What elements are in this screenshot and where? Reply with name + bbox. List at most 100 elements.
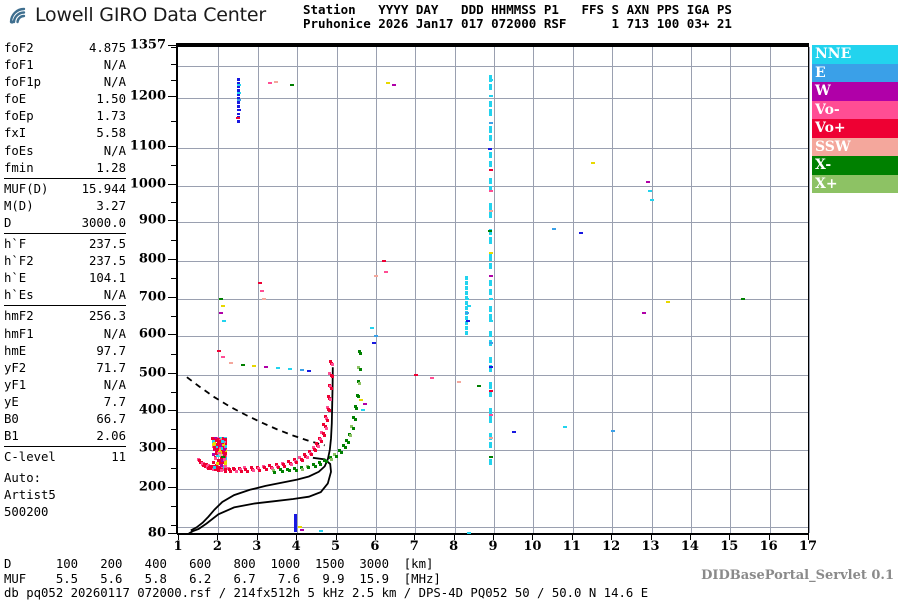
legend-item-vo[interactable]: Vo+ [812, 119, 898, 138]
noise-point [237, 109, 241, 111]
echo-point-ordinary [319, 438, 323, 442]
ionogram-plot[interactable] [177, 45, 810, 535]
interference-streak [236, 81, 240, 85]
echo-point-ordinary [310, 453, 314, 457]
echo-point-spread [221, 460, 225, 464]
legend-item-label: Vo+ [815, 120, 846, 137]
x-axis-label: 12 [602, 539, 621, 554]
noise-point [236, 116, 241, 119]
interference-streak [488, 279, 492, 287]
echo-point-extraordinary [333, 452, 337, 456]
echo-point-ordinary [288, 461, 292, 465]
param-value: 11 [111, 450, 126, 465]
echo-point-extraordinary [299, 465, 303, 469]
echo-point-spread [212, 446, 216, 449]
noise-point [464, 297, 469, 300]
echo-point-ordinary [294, 459, 297, 463]
noise-point [488, 414, 493, 417]
y-axis-minor-tick [171, 391, 177, 393]
auto-line-1: Artist5 [4, 488, 56, 503]
echo-point-extraordinary [272, 468, 275, 472]
legend-item-x[interactable]: X- [812, 156, 898, 175]
param-row-hme: hmE 97.7 [4, 343, 126, 360]
interference-streak [236, 97, 240, 100]
noise-point [512, 431, 517, 434]
y-axis-label: 700 [138, 289, 166, 305]
gridline-vertical [454, 47, 456, 533]
echo-point-spread [222, 442, 226, 446]
legend-item-ssw[interactable]: SSW [812, 137, 898, 156]
noise-point [258, 282, 263, 285]
y-axis-label: 1200 [129, 88, 166, 104]
y-axis-tick [168, 146, 177, 147]
y-axis-minor-tick [171, 63, 177, 65]
legend-item-e[interactable]: E [812, 63, 898, 82]
echo-point-ordinary [238, 468, 242, 472]
echo-point-extraordinary [307, 466, 311, 470]
y-axis-label: 1357 [129, 37, 166, 53]
noise-point [476, 384, 481, 387]
interference-streak [293, 521, 297, 524]
param-value: N/A [103, 326, 126, 341]
bottom-row-muf: MUF 5.5 5.6 5.8 6.2 6.7 7.6 9.9 15.9 [MH… [4, 572, 441, 586]
interference-streak [293, 530, 297, 533]
noise-point [487, 230, 492, 233]
echo-point-extraordinary [323, 458, 327, 462]
plot-right-border [808, 45, 809, 534]
param-row-yf2: yF2 71.7 [4, 360, 126, 377]
legend-item-x[interactable]: X+ [812, 174, 898, 193]
x-axis-label: 8 [449, 539, 459, 554]
echo-point-spread [218, 437, 222, 441]
echo-point-spread [214, 437, 218, 441]
echo-point-ordinary [298, 455, 302, 459]
gridline-horizontal [178, 65, 808, 67]
echo-point-ordinary [268, 464, 272, 468]
echo-point-ordinary [320, 439, 324, 443]
param-row-fxi: fxI 5.58 [4, 125, 126, 142]
y-axis-tick [168, 259, 177, 260]
noise-point [214, 448, 219, 451]
param-row-ye: yE 7.7 [4, 394, 126, 411]
echo-point-extraordinary [342, 444, 346, 448]
interference-streak [488, 416, 492, 423]
echo-point-spread [212, 438, 216, 442]
noise-point [488, 365, 493, 368]
param-key: h`F [4, 237, 27, 252]
echo-point-spread [215, 462, 219, 466]
noise-point [382, 259, 387, 262]
y-axis-tick [168, 334, 177, 335]
y-axis-tick [168, 96, 177, 97]
interference-streak [236, 104, 240, 108]
plot-canvas[interactable] [177, 45, 810, 535]
legend-item-nne[interactable]: NNE [812, 45, 898, 64]
param-value: 15.944 [81, 181, 126, 196]
echo-point-ordinary [283, 464, 287, 468]
interference-streak [293, 518, 297, 521]
x-axis-label: 5 [330, 539, 341, 554]
param-row-b1: B1 2.06 [4, 428, 126, 445]
echo-point-ordinary [229, 470, 233, 473]
interference-streak [488, 331, 492, 338]
noise-point [216, 350, 221, 353]
echo-point-extraordinary [357, 365, 361, 369]
echo-point-ordinary [307, 450, 311, 453]
y-axis-minor-tick [171, 47, 177, 49]
legend-item-vo[interactable]: Vo- [812, 100, 898, 119]
echo-point-ordinary [329, 386, 333, 390]
interference-streak [464, 306, 468, 310]
auto-line-2: 500200 [4, 505, 49, 520]
noise-point [220, 304, 225, 307]
echo-point-ordinary [249, 466, 253, 469]
interference-streak [464, 321, 468, 325]
echo-point-ordinary [244, 468, 248, 471]
echo-point-ordinary [263, 466, 267, 470]
echo-point-ordinary [269, 465, 273, 469]
param-value: 1.50 [96, 92, 126, 107]
echo-point-extraordinary [358, 382, 362, 385]
echo-point-ordinary [245, 469, 249, 473]
y-axis-tick [168, 410, 177, 411]
legend-item-w[interactable]: W [812, 82, 898, 101]
noise-point [360, 408, 365, 411]
echo-point-ordinary [299, 457, 303, 461]
interference-streak [488, 442, 492, 449]
